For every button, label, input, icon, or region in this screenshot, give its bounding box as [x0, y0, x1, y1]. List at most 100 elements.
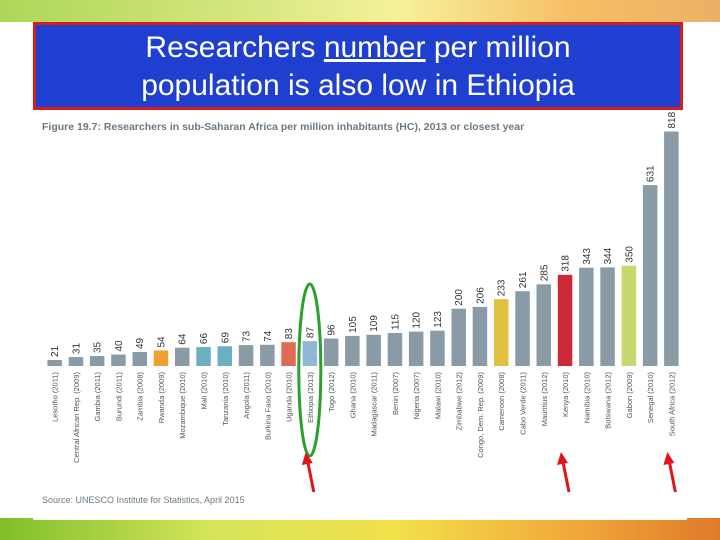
title-line-2: population is also low in Ethiopia: [141, 69, 575, 102]
bar: [345, 335, 360, 366]
category-tick-label: Mali (2010): [200, 371, 209, 409]
bar: [153, 350, 169, 366]
bar: [175, 347, 190, 366]
bar: [68, 357, 84, 366]
bar: [366, 334, 381, 366]
bar: [89, 356, 105, 366]
bar: [132, 352, 147, 366]
bar-value-label: 200: [454, 289, 465, 306]
bar-value-label: 74: [263, 330, 274, 342]
bar: [47, 360, 62, 366]
bar-value-label: 350: [624, 246, 635, 263]
category-tick-label: Tanzania (2010): [221, 372, 230, 426]
ethiopia-highlight-ellipse: [297, 282, 323, 458]
title-underlined-word: number: [323, 31, 426, 64]
annotation-arrow-shaft: [561, 461, 571, 493]
category-tick-label: Gabon (2009): [625, 372, 634, 419]
bar: [579, 267, 594, 366]
bar-value-label: 105: [348, 316, 359, 333]
bar-value-label: 318: [561, 255, 572, 272]
bar: [494, 299, 509, 366]
bar-value-label: 233: [497, 279, 508, 296]
category-tick-label: Botswana (2012): [604, 372, 613, 429]
bar: [642, 185, 658, 366]
title-part-2: per million: [425, 31, 571, 64]
category-tick-label: Madagascar (2011): [370, 372, 379, 437]
annotation-arrow-shaft: [667, 461, 677, 493]
bar-value-label: 206: [476, 287, 487, 304]
bar-value-label: 83: [284, 328, 295, 340]
bar: [430, 330, 445, 366]
category-tick-label: Gambia (2011): [93, 371, 102, 421]
category-tick-label: Namibia (2010): [582, 372, 591, 424]
category-tick-label: Central African Rep. (2009): [72, 372, 81, 463]
category-tick-label: Angola (2011): [242, 372, 251, 419]
bar-value-label: 49: [135, 337, 146, 349]
category-tick-label: Benin (2007): [391, 372, 400, 415]
figure-panel: [33, 112, 687, 520]
category-tick-label: Mozambique (2010): [178, 371, 187, 438]
top-decor-stripe: [0, 0, 720, 22]
bar-value-label: 40: [114, 340, 125, 352]
bottom-decor-stripe: [0, 518, 720, 540]
category-tick-label: Zambia (2008): [136, 372, 145, 421]
bar: [451, 308, 466, 366]
category-tick-label: Senegal (2010): [646, 372, 655, 424]
category-tick-label: Nigeria (2007): [412, 372, 421, 420]
bar-value-label: 73: [242, 331, 253, 343]
category-tick-label: Mauritius (2012): [540, 372, 549, 427]
bar: [515, 291, 530, 366]
bar-value-label: 818: [667, 111, 678, 128]
annotation-arrow-shaft: [306, 461, 316, 493]
bar-value-label: 35: [93, 341, 104, 353]
annotation-arrow-head: [557, 452, 568, 465]
category-tick-label: Uganda (2010): [285, 372, 294, 423]
category-tick-label: Kenya (2010): [561, 371, 570, 417]
bar: [238, 345, 254, 366]
bar-value-label: 120: [412, 311, 423, 328]
category-tick-label: Ethiopia (2013): [306, 372, 315, 423]
bar-value-label: 109: [369, 315, 380, 332]
title-part-1: Researchers: [145, 31, 324, 64]
bar: [323, 338, 339, 366]
bar-value-label: 54: [157, 336, 168, 348]
bar: [111, 354, 126, 366]
bar: [196, 347, 211, 366]
bar: [260, 344, 275, 366]
bar: [621, 265, 637, 366]
bar: [408, 331, 424, 366]
bar: [600, 267, 615, 366]
bar: [557, 274, 573, 366]
annotation-arrow-head: [301, 452, 313, 465]
bar: [472, 306, 488, 366]
figure-title: Figure 19.7: Researchers in sub-Saharan …: [42, 121, 524, 133]
category-tick-label: Cabo Verde (2011): [519, 372, 528, 435]
category-tick-label: Togo (2012): [327, 372, 336, 413]
bar-value-label: 66: [199, 333, 210, 345]
category-tick-label: Cameroon (2008): [497, 371, 506, 430]
bar: [281, 342, 296, 366]
bar: [217, 346, 232, 366]
bar: [302, 341, 318, 366]
bar-value-label: 87: [305, 327, 316, 339]
bar: [536, 284, 551, 366]
category-tick-label: Burkina Faso (2010): [263, 372, 272, 440]
bar: [387, 333, 403, 366]
bar-value-label: 344: [603, 247, 614, 264]
bar-value-label: 631: [646, 165, 657, 182]
annotation-arrow-head: [663, 452, 675, 465]
bar-value-label: 96: [327, 324, 338, 336]
bar-value-label: 31: [71, 343, 82, 355]
category-tick-label: Zimbabwe (2012): [455, 371, 464, 430]
category-tick-label: Rwanda (2009): [157, 371, 166, 423]
source-note: Source: UNESCO Institute for Statistics,…: [42, 495, 245, 505]
bar-value-label: 21: [50, 345, 61, 357]
title-line-1: Researchers number per million: [36, 29, 680, 67]
category-tick-label: Congo, Dem. Rep. (2009): [476, 372, 485, 458]
bar-value-label: 64: [178, 333, 189, 345]
category-tick-label: Malawi (2010): [433, 372, 442, 420]
bar-value-label: 123: [433, 311, 444, 328]
bar-value-label: 261: [518, 271, 529, 288]
bar-value-label: 69: [220, 332, 231, 344]
